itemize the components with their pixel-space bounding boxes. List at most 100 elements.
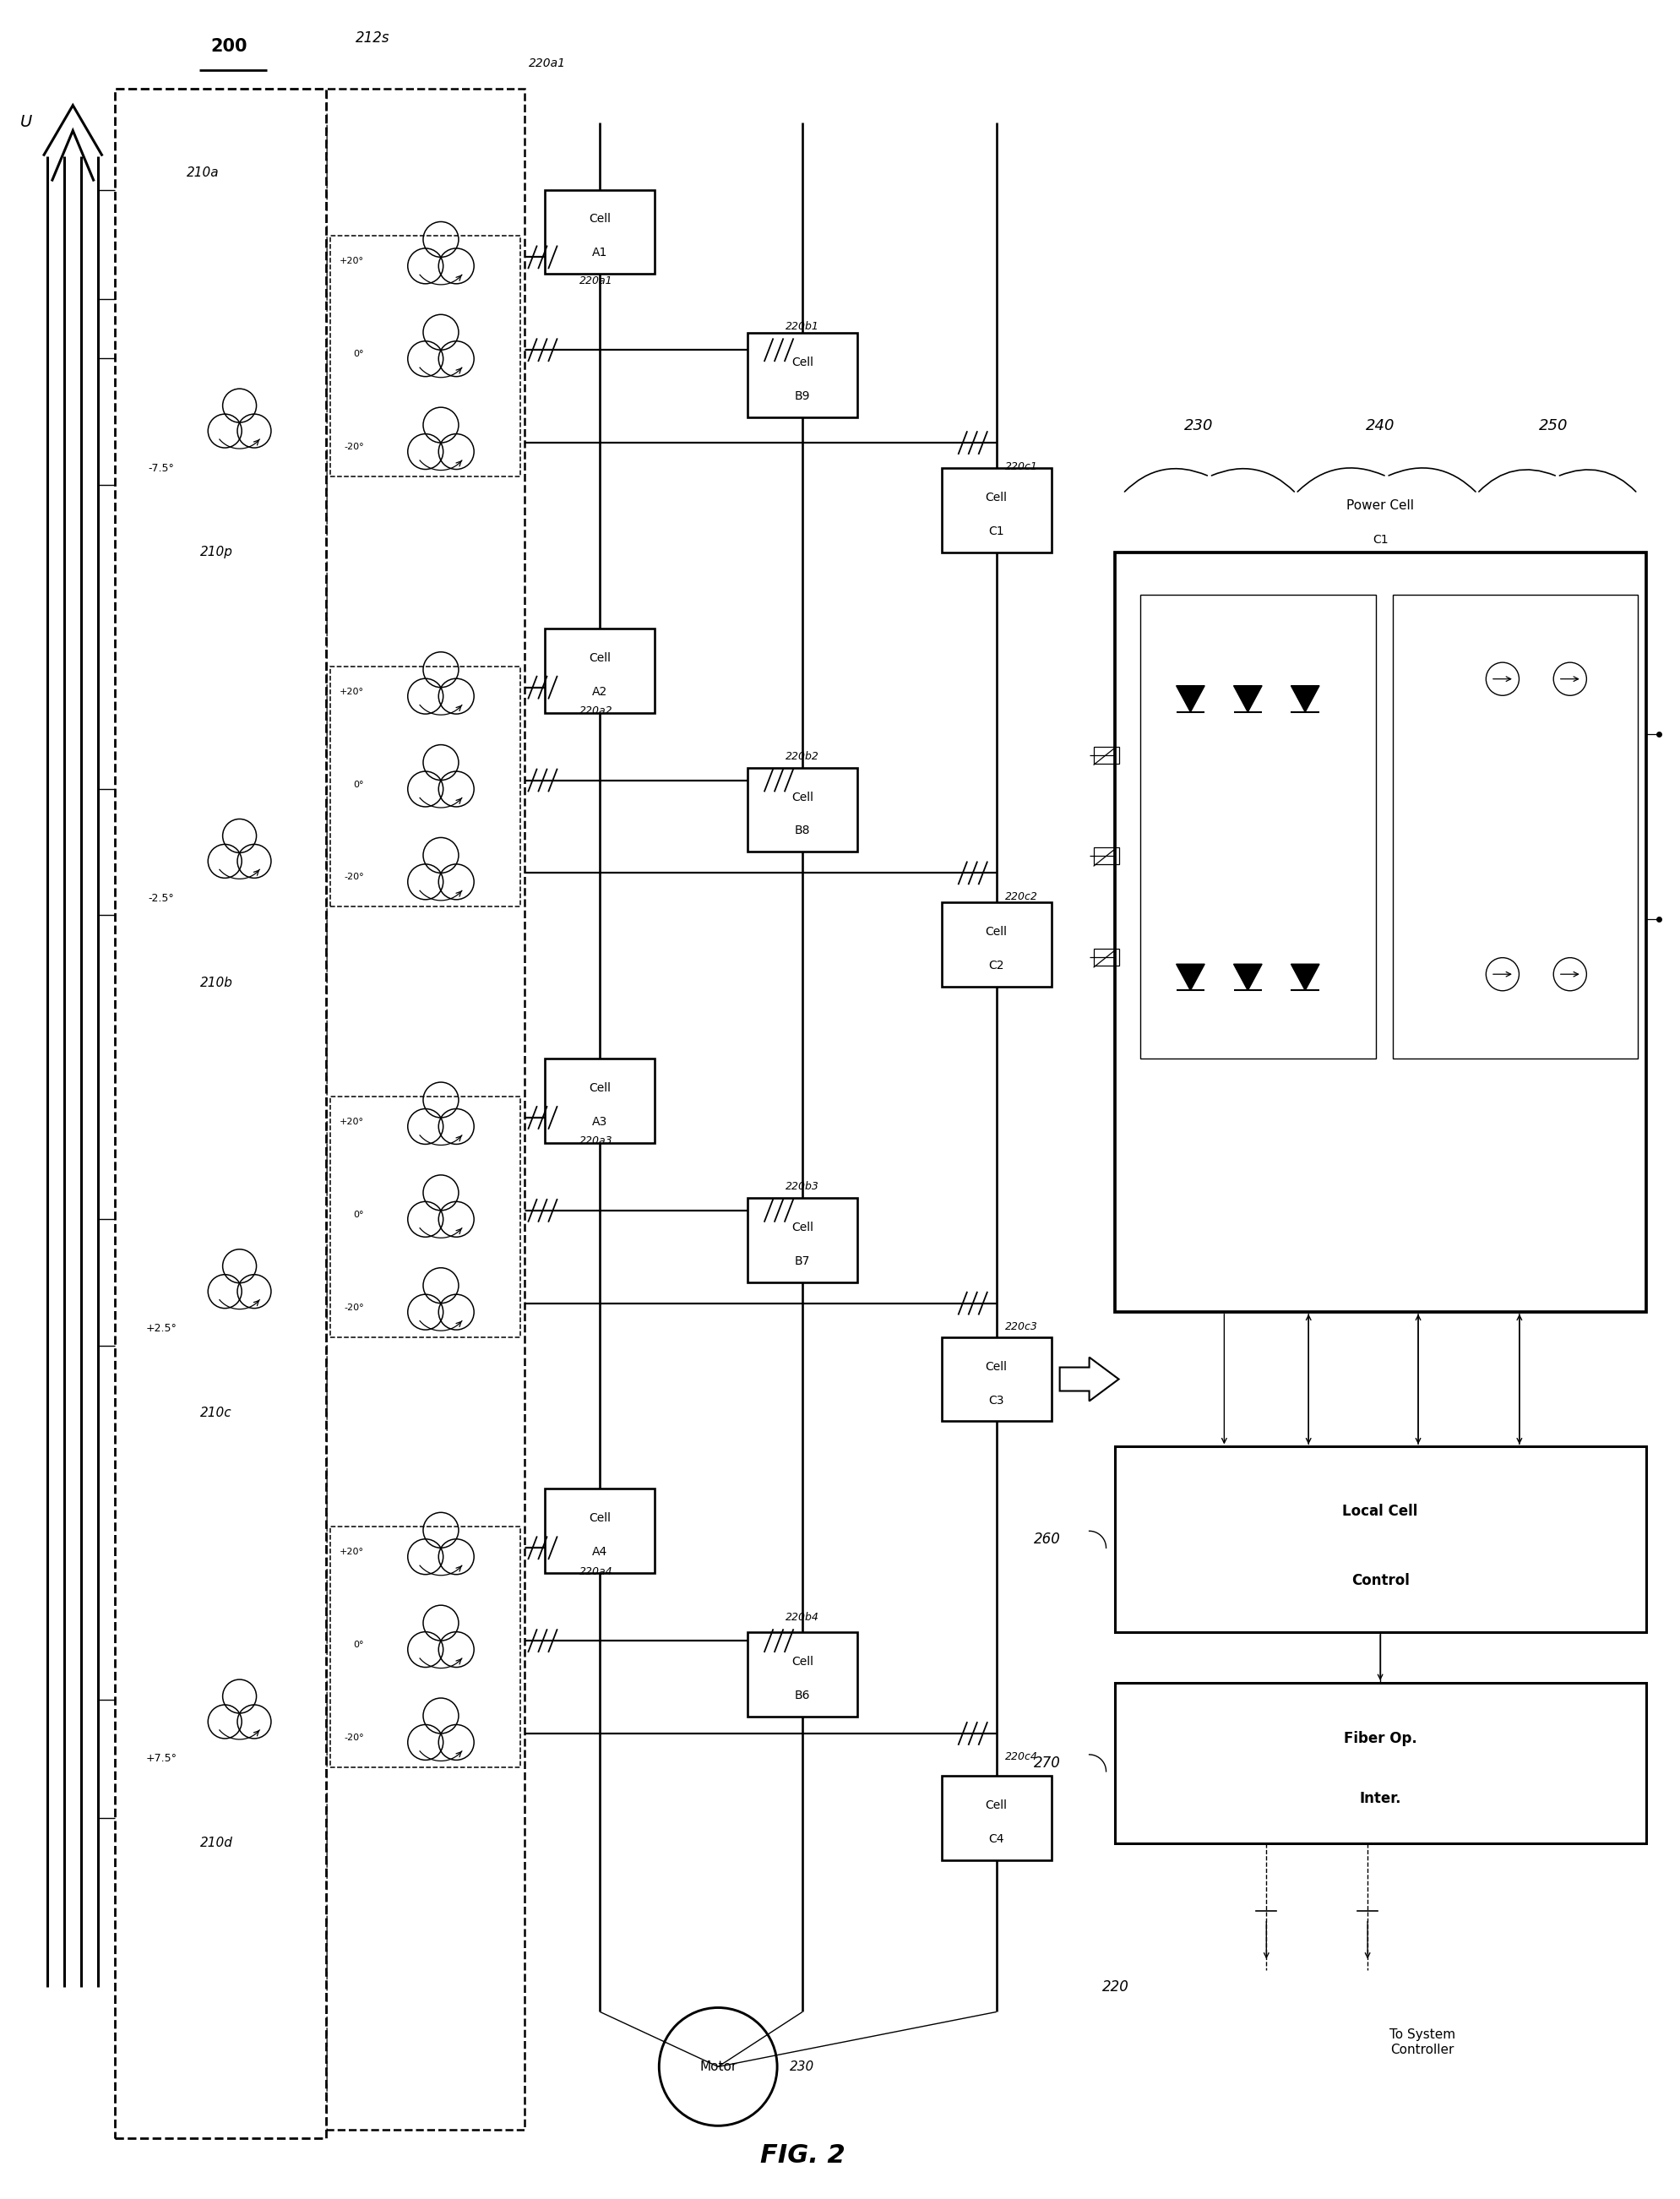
Text: Cell: Cell <box>588 1513 612 1524</box>
Text: FIG. 2: FIG. 2 <box>759 2144 845 2168</box>
Bar <box>326 88 524 2131</box>
Text: Cell: Cell <box>588 213 612 224</box>
Text: -7.5°: -7.5° <box>148 462 175 473</box>
Text: +20°: +20° <box>339 1117 363 1126</box>
Bar <box>941 1337 1050 1421</box>
Text: -2.5°: -2.5° <box>148 893 175 904</box>
Bar <box>1094 745 1119 763</box>
Text: C1: C1 <box>988 526 1005 537</box>
Text: Cell: Cell <box>984 1361 1006 1372</box>
Text: 230: 230 <box>1184 418 1213 433</box>
Text: 200: 200 <box>210 37 247 55</box>
Text: A4: A4 <box>591 1546 608 1559</box>
Bar <box>941 468 1050 552</box>
Text: 260: 260 <box>1033 1533 1060 1548</box>
Text: B7: B7 <box>795 1256 810 1267</box>
Text: Inter.: Inter. <box>1359 1790 1401 1805</box>
Bar <box>329 235 519 477</box>
Text: 230: 230 <box>790 2060 815 2074</box>
Text: Cell: Cell <box>984 493 1006 504</box>
Text: To System
Controller: To System Controller <box>1389 2030 1455 2056</box>
Text: +2.5°: +2.5° <box>146 1324 176 1335</box>
Bar <box>1393 594 1636 1058</box>
Text: Cell: Cell <box>791 356 813 369</box>
Text: Control: Control <box>1351 1572 1408 1588</box>
Bar <box>1094 950 1119 965</box>
Text: 0°: 0° <box>353 350 363 358</box>
Polygon shape <box>1176 686 1205 712</box>
Text: +20°: +20° <box>339 688 363 695</box>
Bar <box>941 1775 1050 1860</box>
Text: 0°: 0° <box>353 1209 363 1218</box>
Text: B6: B6 <box>795 1689 810 1702</box>
Bar <box>1114 552 1645 1311</box>
Text: 220a3: 220a3 <box>580 1135 612 1146</box>
Text: -20°: -20° <box>344 1304 363 1311</box>
Bar <box>748 1198 857 1282</box>
Text: +20°: +20° <box>339 1548 363 1557</box>
Bar <box>329 1526 519 1768</box>
Text: 0°: 0° <box>353 1640 363 1649</box>
Text: -20°: -20° <box>344 1733 363 1742</box>
Text: +20°: +20° <box>339 257 363 266</box>
Text: Cell: Cell <box>984 926 1006 939</box>
Text: 250: 250 <box>1537 418 1567 433</box>
Text: C1: C1 <box>1371 534 1388 545</box>
Text: -20°: -20° <box>344 442 363 451</box>
Text: 220a4: 220a4 <box>580 1566 612 1577</box>
Text: Cell: Cell <box>791 792 813 803</box>
Bar <box>544 1058 655 1143</box>
Polygon shape <box>1233 686 1262 712</box>
Bar <box>1139 594 1376 1058</box>
Text: 220c1: 220c1 <box>1005 462 1037 473</box>
Polygon shape <box>1233 963 1262 990</box>
Text: 220a1: 220a1 <box>580 275 612 286</box>
Text: C3: C3 <box>988 1394 1003 1405</box>
Bar <box>748 332 857 418</box>
Text: 220: 220 <box>1102 1979 1129 1994</box>
Text: 220a2: 220a2 <box>580 706 612 717</box>
Text: -20°: -20° <box>344 873 363 882</box>
Text: C4: C4 <box>988 1834 1003 1845</box>
Text: 220c2: 220c2 <box>1005 891 1037 902</box>
Text: Motor: Motor <box>699 2060 736 2074</box>
Bar <box>1114 1682 1645 1843</box>
Text: B8: B8 <box>795 825 810 838</box>
Bar <box>544 1489 655 1572</box>
Bar <box>544 189 655 275</box>
Bar <box>748 767 857 851</box>
Bar <box>329 1097 519 1337</box>
Text: Fiber Op.: Fiber Op. <box>1342 1731 1416 1746</box>
Bar <box>114 88 326 2137</box>
Text: 270: 270 <box>1033 1755 1060 1770</box>
Text: Cell: Cell <box>588 651 612 664</box>
Text: 220b2: 220b2 <box>785 752 818 763</box>
Text: Cell: Cell <box>588 1082 612 1095</box>
Text: 210b: 210b <box>200 976 232 990</box>
Text: 220c3: 220c3 <box>1005 1322 1037 1333</box>
Text: 210p: 210p <box>200 545 232 559</box>
FancyArrow shape <box>1058 1357 1119 1401</box>
Bar <box>119 1649 312 1819</box>
Text: A2: A2 <box>591 686 608 697</box>
Text: 220a1: 220a1 <box>528 57 564 68</box>
Text: Cell: Cell <box>791 1220 813 1234</box>
Text: C2: C2 <box>988 961 1003 972</box>
Bar <box>329 666 519 906</box>
Text: Cell: Cell <box>791 1656 813 1667</box>
Text: 210c: 210c <box>200 1407 232 1418</box>
Bar <box>119 1218 312 1388</box>
Bar <box>119 789 312 957</box>
Text: U: U <box>20 114 32 130</box>
Polygon shape <box>1290 686 1319 712</box>
Text: A3: A3 <box>591 1115 608 1128</box>
Text: Cell: Cell <box>984 1799 1006 1812</box>
Text: B9: B9 <box>795 391 810 402</box>
Text: 220b1: 220b1 <box>785 321 818 332</box>
Text: 240: 240 <box>1364 418 1394 433</box>
Bar <box>544 629 655 712</box>
Text: Local Cell: Local Cell <box>1342 1504 1418 1520</box>
Text: Power Cell: Power Cell <box>1346 499 1413 512</box>
Bar <box>1094 847 1119 864</box>
Polygon shape <box>1176 963 1205 990</box>
